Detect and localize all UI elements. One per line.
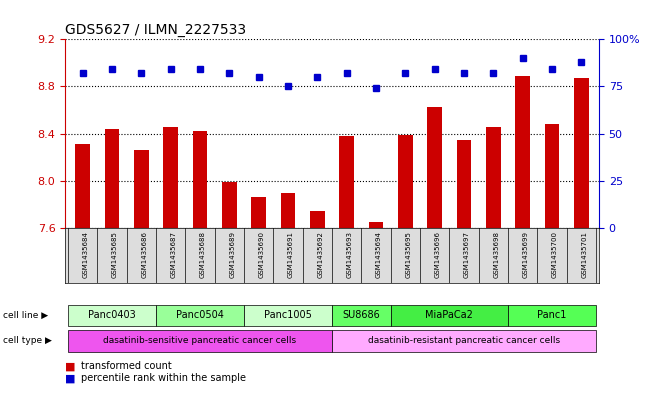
Text: GSM1435688: GSM1435688 [200, 231, 206, 278]
Bar [222, 182, 237, 228]
Text: Panc0403: Panc0403 [88, 310, 136, 320]
Bar [339, 136, 354, 228]
Text: GSM1435693: GSM1435693 [347, 231, 355, 282]
Bar [251, 197, 266, 228]
Text: GSM1435684: GSM1435684 [83, 231, 89, 277]
Bar [456, 140, 471, 228]
Bar [486, 127, 501, 228]
Text: GSM1435698: GSM1435698 [493, 231, 503, 282]
Text: GSM1435700: GSM1435700 [552, 231, 561, 282]
Text: GSM1435696: GSM1435696 [435, 231, 441, 278]
Text: GSM1435687: GSM1435687 [171, 231, 176, 278]
Text: dasatinib-resistant pancreatic cancer cells: dasatinib-resistant pancreatic cancer ce… [368, 336, 560, 345]
Bar [163, 127, 178, 228]
Text: transformed count: transformed count [81, 362, 172, 371]
Text: GSM1435690: GSM1435690 [258, 231, 268, 282]
Text: GSM1435699: GSM1435699 [523, 231, 529, 278]
Bar [545, 124, 559, 228]
Text: GSM1435686: GSM1435686 [141, 231, 150, 282]
Text: MiaPaCa2: MiaPaCa2 [425, 310, 473, 320]
Text: GSM1435685: GSM1435685 [112, 231, 118, 277]
Bar [193, 131, 208, 228]
Text: GSM1435700: GSM1435700 [552, 231, 558, 278]
Text: GSM1435691: GSM1435691 [288, 231, 294, 278]
Text: GSM1435694: GSM1435694 [376, 231, 382, 277]
Text: GSM1435695: GSM1435695 [406, 231, 411, 277]
Bar [398, 135, 413, 228]
Text: GSM1435696: GSM1435696 [435, 231, 444, 282]
Text: GSM1435690: GSM1435690 [258, 231, 265, 278]
Text: GSM1435694: GSM1435694 [376, 231, 385, 282]
Text: ■: ■ [65, 373, 76, 383]
Text: GSM1435689: GSM1435689 [229, 231, 238, 282]
Text: cell line ▶: cell line ▶ [3, 311, 48, 320]
Bar [76, 144, 90, 228]
Text: GSM1435693: GSM1435693 [347, 231, 353, 278]
Text: GSM1435701: GSM1435701 [581, 231, 590, 282]
Text: GSM1435699: GSM1435699 [523, 231, 532, 282]
Text: GSM1435697: GSM1435697 [464, 231, 473, 282]
Bar [427, 107, 442, 228]
Text: percentile rank within the sample: percentile rank within the sample [81, 373, 246, 383]
Text: GSM1435698: GSM1435698 [493, 231, 499, 278]
Text: Panc1005: Panc1005 [264, 310, 312, 320]
Text: GSM1435695: GSM1435695 [406, 231, 414, 282]
Text: Panc0504: Panc0504 [176, 310, 224, 320]
Bar [310, 211, 325, 228]
Text: ■: ■ [65, 362, 76, 371]
Text: SU8686: SU8686 [342, 310, 380, 320]
Text: GDS5627 / ILMN_2227533: GDS5627 / ILMN_2227533 [65, 23, 246, 37]
Text: GSM1435688: GSM1435688 [200, 231, 209, 282]
Text: GSM1435701: GSM1435701 [581, 231, 587, 278]
Text: GSM1435697: GSM1435697 [464, 231, 470, 278]
Text: GSM1435687: GSM1435687 [171, 231, 180, 282]
Bar [281, 193, 296, 228]
Text: GSM1435692: GSM1435692 [317, 231, 326, 282]
Bar [105, 129, 119, 228]
Text: GSM1435689: GSM1435689 [229, 231, 236, 278]
Text: GSM1435686: GSM1435686 [141, 231, 147, 278]
Text: GSM1435684: GSM1435684 [83, 231, 92, 282]
Text: cell type ▶: cell type ▶ [3, 336, 52, 345]
Bar [516, 76, 530, 228]
Bar [134, 150, 148, 228]
Text: GSM1435691: GSM1435691 [288, 231, 297, 282]
Text: Panc1: Panc1 [537, 310, 566, 320]
Text: GSM1435692: GSM1435692 [317, 231, 324, 277]
Bar [574, 78, 589, 228]
Text: GSM1435685: GSM1435685 [112, 231, 121, 282]
Text: dasatinib-sensitive pancreatic cancer cells: dasatinib-sensitive pancreatic cancer ce… [104, 336, 297, 345]
Bar [368, 222, 383, 228]
